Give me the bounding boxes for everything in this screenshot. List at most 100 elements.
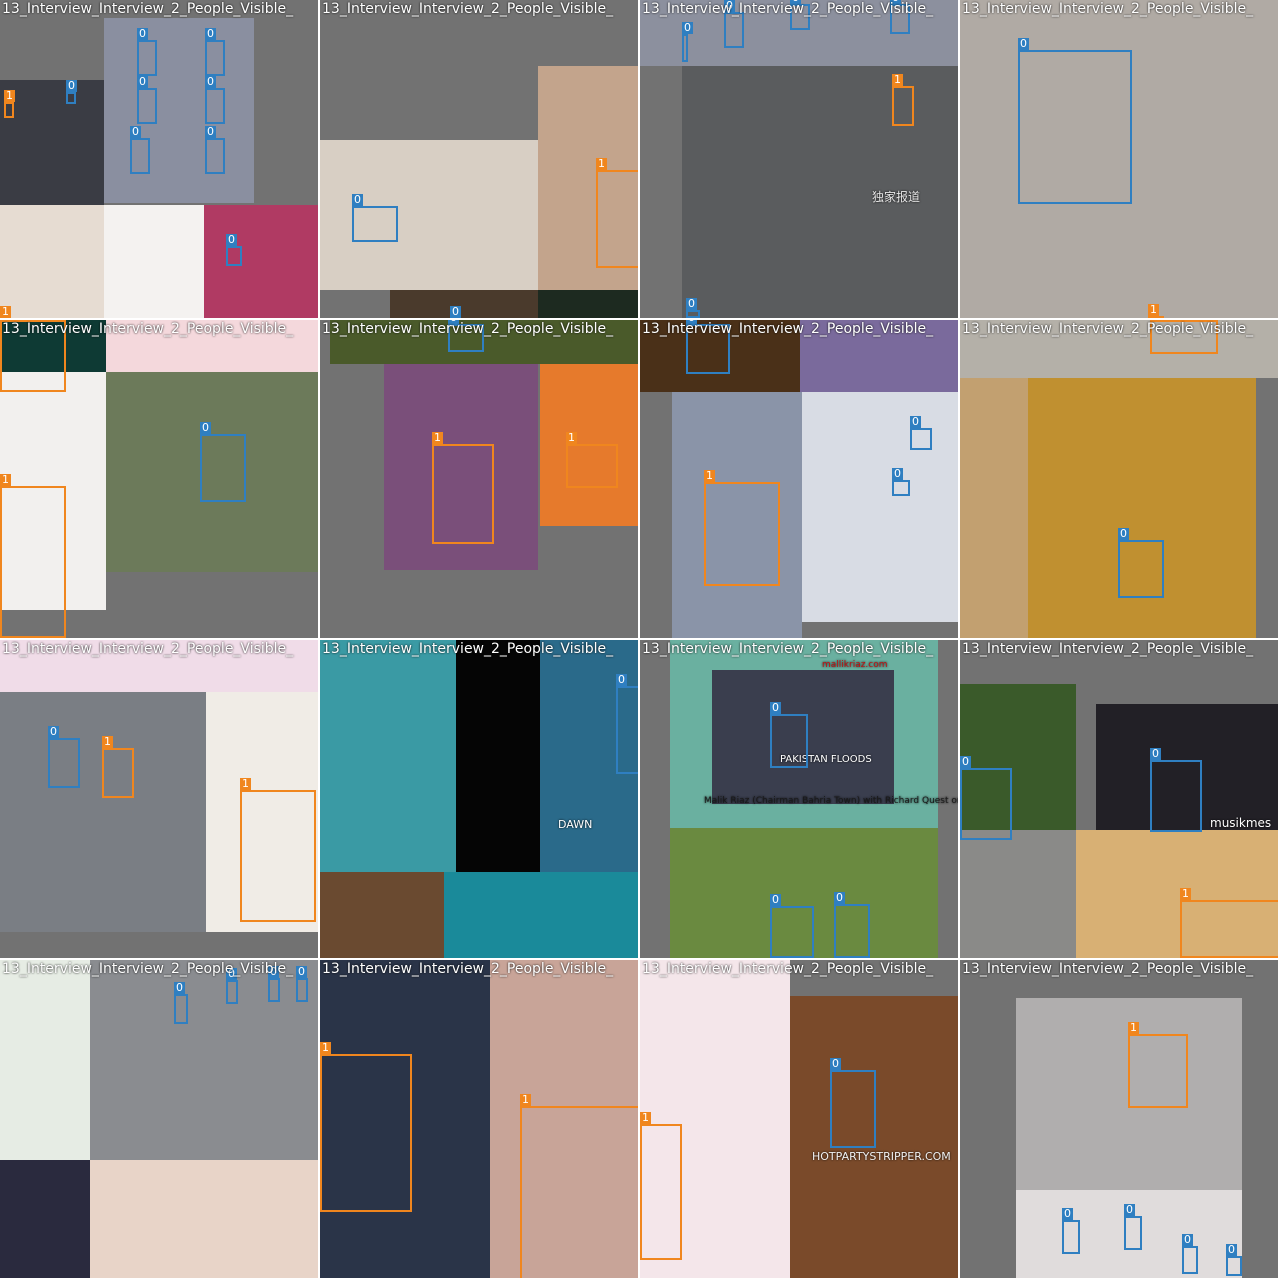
detection-box-class-0: 0 (296, 966, 308, 1002)
class-label: 0 (770, 893, 781, 906)
photo-patch (104, 18, 254, 203)
detection-box-class-0: 0 (682, 22, 693, 62)
mosaic-tile: 独家报道00001013_Interview_Interview_2_Peopl… (640, 0, 960, 320)
detection-box-class-0: 0 (1150, 748, 1202, 832)
photo-patch (384, 364, 538, 570)
image-caption: musikmes (1210, 816, 1272, 830)
class-label: 0 (682, 21, 693, 34)
image-caption: Malik Riaz (Chairman Bahria Town) with R… (704, 796, 960, 806)
class-label: 0 (130, 125, 141, 138)
detection-box-class-1: 1 (4, 90, 15, 118)
class-label: 0 (1062, 1207, 1073, 1220)
tile-filename: 13_Interview_Interview_2_People_Visible_ (962, 321, 1254, 337)
class-label: 0 (205, 27, 216, 40)
image-caption: DAWN ‎ (558, 818, 596, 831)
mosaic-tile: 0 0 0 0 0 0 0 1 0 1 13_Interview_Interview_2_Peopl… (0, 0, 320, 320)
photo-patch (538, 290, 638, 318)
mosaic-tile: 1 1 0 13_Interview_Interview_2_People_Visib… (0, 320, 320, 640)
photo-patch (0, 80, 104, 205)
photo-patch (960, 684, 1076, 830)
mosaic-tile: 1 0 13_Interview_Interview_2_People_Visibl… (960, 320, 1280, 640)
class-label: 1 (892, 73, 903, 86)
detection-box-class-0: 0 (226, 234, 242, 266)
mosaic-tile: 0 1 1 13_Interview_Interview_2_People_Visib… (320, 320, 640, 640)
photo-patch (0, 1160, 90, 1278)
tile-filename: 13_Interview_Interview_2_People_Visible_ (2, 961, 294, 977)
mosaic-tile: musikmes 0 0 1 13_Interview_Interview_2_Peop… (960, 640, 1280, 960)
detection-box-class-0: 0 (205, 28, 225, 76)
detection-box-class-1: 1 (596, 158, 638, 268)
photo-patch (320, 960, 490, 1278)
detection-box-class-1: 1 (1148, 304, 1164, 318)
detection-box-class-0: 0 (48, 726, 80, 788)
photo-patch (802, 392, 958, 622)
photo-patch (0, 960, 90, 1160)
detection-box-class-1: 1 (0, 306, 11, 318)
class-label: 1 (102, 735, 113, 748)
detection-box-class-1: 1 (1150, 320, 1218, 354)
photo-patch (106, 372, 318, 572)
class-label: 0 (137, 27, 148, 40)
detection-box-class-0: 0 (205, 76, 225, 124)
mosaic-tile: 1 0 0 0 0 13_Interview_Interview_2_People_Vis… (960, 960, 1280, 1280)
class-label: 0 (200, 421, 211, 434)
mosaic-tile: 0 1 13_Interview_Interview_2_People_Visibl… (960, 0, 1280, 320)
mosaic-tile: 1 1 13_Interview_Interview_2_People_Visibl… (320, 960, 640, 1280)
detection-box-class-0: 0 (790, 0, 810, 30)
photo-patch (712, 670, 894, 804)
photo-patch (104, 205, 204, 318)
detection-box-class-0: 0 (137, 76, 157, 124)
detection-box-class-1: 1 (520, 1094, 638, 1278)
detection-box-class-0: 0 (226, 968, 238, 1004)
class-label: 0 (834, 891, 845, 904)
detection-box-class-0: 0 (448, 320, 484, 352)
class-label: 0 (724, 0, 735, 12)
tile-filename: 13_Interview_Interview_2_People_Visible_ (2, 641, 294, 657)
tile-filename: 13_Interview_Interview_2_People_Visible_ (642, 321, 934, 337)
photo-patch (800, 320, 958, 392)
photo-patch (204, 205, 318, 318)
detection-box-class-0: 0 (1182, 1234, 1198, 1274)
detection-box-class-1: 1 (566, 432, 618, 488)
class-label: 0 (296, 965, 307, 978)
class-label: 1 (596, 157, 607, 170)
class-label: 0 (226, 967, 237, 980)
photo-patch (90, 1160, 318, 1278)
detection-box-class-0: 0 (205, 126, 225, 174)
class-label: 1 (240, 777, 251, 790)
class-label: 0 (1150, 747, 1161, 760)
class-label: 1 (4, 89, 15, 102)
class-label: 0 (910, 415, 921, 428)
detection-box-class-1: 1 (240, 778, 316, 922)
photo-patch (640, 320, 800, 392)
detection-box-class-0: 0 (174, 982, 188, 1024)
class-label: 0 (960, 755, 971, 768)
mosaic-tile: 0 1 0 13_Interview_Interview_2_People_Visib… (320, 0, 640, 320)
detection-box-class-1: 1 (1180, 888, 1278, 958)
detection-box-class-0: 0 (770, 894, 814, 958)
detection-box-class-0: 0 (686, 320, 730, 374)
class-label: 0 (226, 233, 237, 246)
detection-box-class-1: 1 (704, 470, 780, 586)
class-label: 1 (520, 1093, 531, 1106)
photo-patch (960, 320, 1278, 378)
image-caption: HOTPARTYSTRIPPER.COM (812, 1150, 951, 1163)
detection-box-class-0: 0 (450, 306, 461, 318)
detection-box-class-1: 1 (0, 474, 66, 638)
detection-box-class-0: 0 (1062, 1208, 1080, 1254)
class-label: 0 (890, 0, 901, 4)
detection-box-class-1: 1 (1128, 1022, 1188, 1108)
photo-patch (0, 640, 318, 692)
mosaic-tile: 0 1 1 13_Interview_Interview_2_People_Visib… (0, 640, 320, 960)
tile-filename: 13_Interview_Interview_2_People_Visible_ (642, 1, 934, 17)
photo-patch (1096, 704, 1278, 830)
class-label: 0 (352, 193, 363, 206)
class-label: 0 (1018, 37, 1029, 50)
detection-box-class-0: 0 (1018, 38, 1132, 204)
photo-patch (320, 872, 444, 958)
tile-filename: 13_Interview_Interview_2_People_Visible_ (962, 1, 1254, 17)
photo-patch (960, 0, 1278, 318)
class-label: 0 (686, 297, 697, 310)
image-caption: 独家报道 (872, 190, 921, 204)
mosaic-tile: HOTPARTYSTRIPPER.COM 1 0 13_Interview_Inter… (640, 960, 960, 1280)
